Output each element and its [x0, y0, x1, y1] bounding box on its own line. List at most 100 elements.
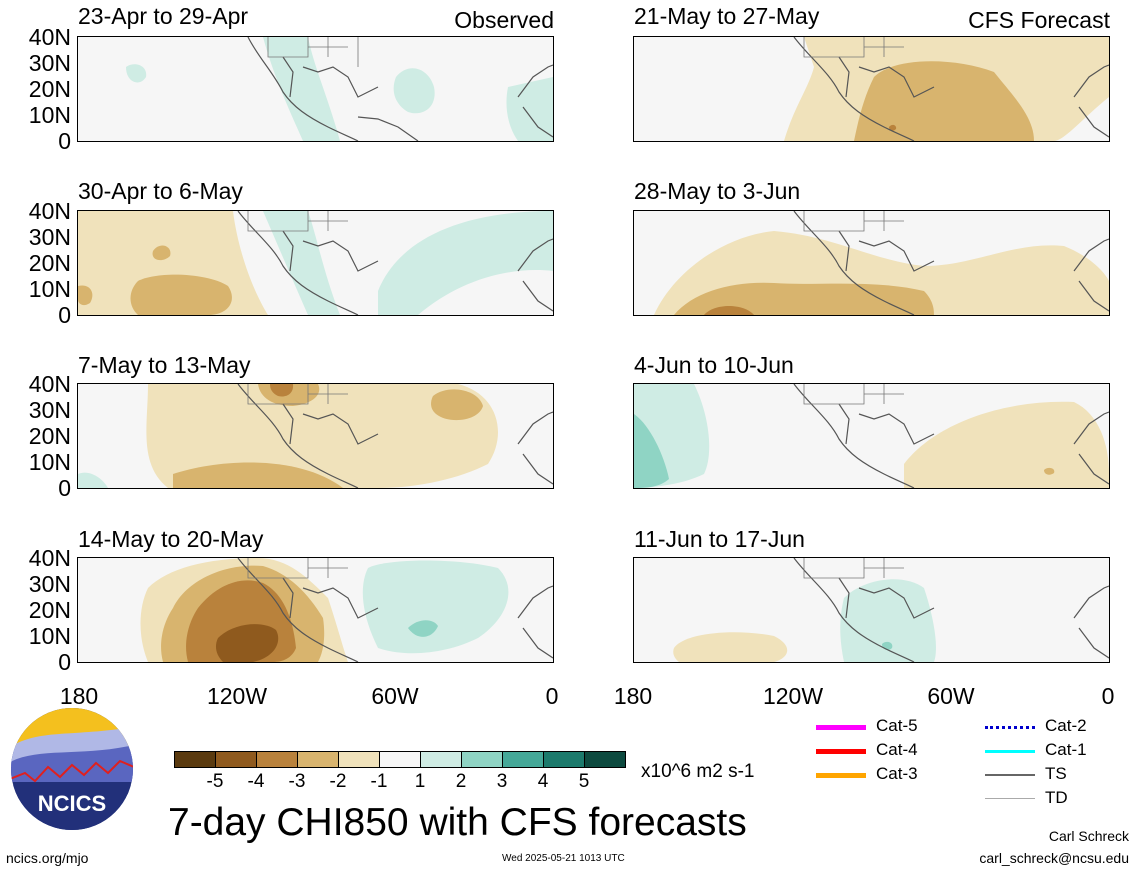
colorbar-swatch [338, 751, 380, 768]
colorbar-label: 2 [455, 771, 467, 792]
legend-line-ts [985, 774, 1035, 776]
colorbar-swatch [256, 751, 298, 768]
country-borders [267, 37, 359, 67]
observed-map-3 [77, 383, 554, 489]
country-borders [803, 558, 904, 579]
colorbar-label: -4 [247, 771, 265, 792]
anomaly-shading [654, 231, 1109, 315]
legend-label: Cat-2 [1045, 716, 1087, 735]
lat-label: 20N [28, 250, 71, 276]
anomaly-shading [634, 384, 1109, 488]
coastline [793, 558, 1109, 662]
main-title: 7-day CHI850 with CFS forecasts [168, 801, 747, 844]
legend-label: Cat-1 [1045, 740, 1087, 759]
forecast-map-3 [633, 383, 1110, 489]
lon-label: 0 [545, 683, 559, 709]
colorbar-swatch [584, 751, 626, 768]
lat-label: 0 [58, 649, 71, 675]
anomaly-shading [126, 37, 553, 141]
panel-title: 28-May to 3-Jun [634, 178, 801, 204]
legend-label: TS [1045, 764, 1067, 783]
lat-label: 10N [28, 623, 71, 649]
lat-label: 40N [28, 545, 71, 571]
lon-label: 60W [371, 683, 419, 709]
anomaly-shading [78, 211, 553, 315]
observed-map-4 [77, 557, 554, 663]
lat-label: 20N [28, 76, 71, 102]
observed-map-1 [77, 36, 554, 142]
anomaly-shading [673, 579, 936, 662]
anomaly-shading [140, 558, 509, 662]
coastline [793, 384, 1109, 488]
legend-label: Cat-3 [876, 764, 918, 783]
anomaly-shading [78, 384, 498, 488]
lat-label: 0 [58, 475, 71, 501]
lat-label: 40N [28, 198, 71, 224]
cfs-forecast-label: CFS Forecast [968, 7, 1110, 33]
lat-label: 40N [28, 24, 71, 50]
colorbar-label: -5 [206, 771, 224, 792]
panel-title: 4-Jun to 10-Jun [634, 352, 794, 378]
colorbar-swatch [379, 751, 421, 768]
panel-title: 7-May to 13-May [78, 352, 251, 378]
coastline [237, 558, 553, 662]
footer-timestamp: Wed 2025-05-21 1013 UTC [502, 853, 625, 864]
coastline [247, 37, 553, 141]
footer-url: ncics.org/mjo [6, 850, 89, 866]
country-borders [247, 211, 348, 232]
legend-label: TD [1045, 788, 1068, 807]
colorbar-swatch [502, 751, 544, 768]
forecast-map-2 [633, 210, 1110, 316]
colorbar-label: 3 [496, 771, 508, 792]
colorbar-swatch [543, 751, 585, 768]
legend-line-cat5 [816, 725, 866, 730]
colorbar-swatch [461, 751, 503, 768]
colorbar-label: -3 [288, 771, 306, 792]
lat-label: 20N [28, 423, 71, 449]
footer-email: carl_schreck@ncsu.edu [979, 850, 1129, 866]
legend-line-td [985, 798, 1035, 799]
observed-map-2 [77, 210, 554, 316]
coastline [793, 211, 1109, 315]
legend-label: Cat-5 [876, 716, 918, 735]
lat-label: 0 [58, 128, 71, 154]
colorbar-swatch [420, 751, 462, 768]
colorbar-label: -1 [370, 771, 388, 792]
legend-label: Cat-4 [876, 740, 918, 759]
coastline [793, 37, 1109, 141]
country-borders [803, 37, 904, 58]
lat-label: 20N [28, 597, 71, 623]
country-borders [803, 384, 904, 405]
legend-line-cat1 [985, 750, 1035, 753]
panel-title: 30-Apr to 6-May [78, 178, 243, 204]
lat-label: 40N [28, 371, 71, 397]
colorbar-label: -2 [329, 771, 347, 792]
lon-label: 180 [613, 683, 653, 709]
colorbar-label: 4 [537, 771, 549, 792]
panel-title: 14-May to 20-May [78, 526, 264, 552]
lat-label: 10N [28, 276, 71, 302]
legend-line-cat2 [985, 726, 1035, 729]
colorbar-swatch [174, 751, 216, 768]
lat-label: 0 [58, 302, 71, 328]
legend-line-cat3 [816, 773, 866, 778]
country-borders [803, 211, 904, 232]
lat-label: 10N [28, 102, 71, 128]
panel-title: 23-Apr to 29-Apr [78, 3, 249, 29]
lon-label: 120W [206, 683, 268, 709]
observed-label: Observed [454, 7, 554, 33]
lat-label: 30N [28, 397, 71, 423]
colorbar-label: 1 [414, 771, 426, 792]
colorbar-units: x10^6 m2 s-1 [641, 761, 755, 782]
lat-label: 30N [28, 571, 71, 597]
forecast-map-4 [633, 557, 1110, 663]
colorbar-label: 5 [578, 771, 590, 792]
colorbar-swatch [215, 751, 257, 768]
country-borders [247, 384, 348, 405]
forecast-map-1 [633, 36, 1110, 142]
legend-line-cat4 [816, 749, 866, 754]
lon-label: 180 [59, 683, 99, 709]
lon-label: 120W [762, 683, 824, 709]
lon-label: 60W [927, 683, 975, 709]
footer-author: Carl Schreck [1048, 828, 1129, 844]
